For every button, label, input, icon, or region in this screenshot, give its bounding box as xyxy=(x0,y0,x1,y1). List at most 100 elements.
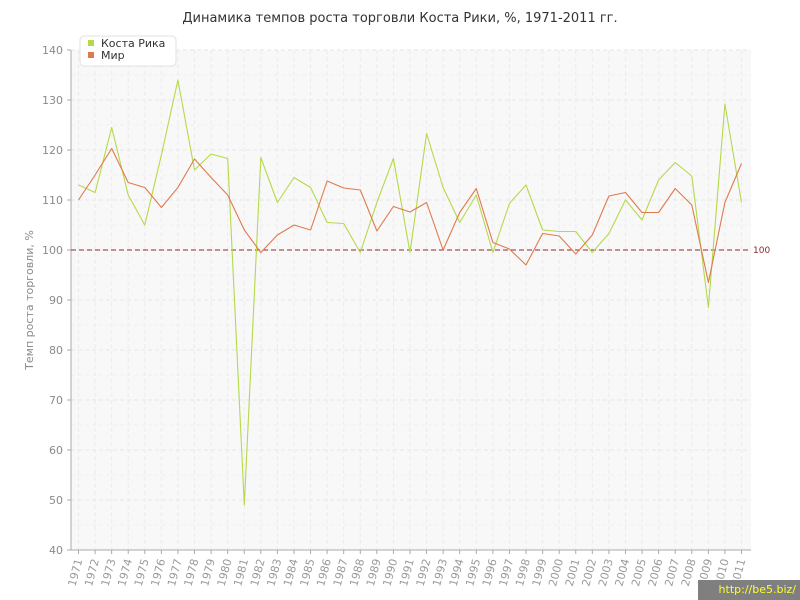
data-point[interactable] xyxy=(110,147,114,151)
data-point[interactable] xyxy=(126,193,130,197)
data-point[interactable] xyxy=(375,201,379,205)
y-tick-label: 110 xyxy=(42,194,63,207)
data-point[interactable] xyxy=(159,206,163,210)
data-point[interactable] xyxy=(491,241,495,245)
data-point[interactable] xyxy=(209,152,213,156)
data-point[interactable] xyxy=(640,211,644,215)
chart-title: Динамика темпов роста торговли Коста Рик… xyxy=(182,11,617,26)
data-point[interactable] xyxy=(143,186,147,190)
world-line[interactable] xyxy=(78,147,743,284)
data-point[interactable] xyxy=(507,202,511,206)
data-point[interactable] xyxy=(292,176,296,180)
data-point[interactable] xyxy=(690,203,694,207)
data-point[interactable] xyxy=(176,78,180,82)
y-tick-label: 40 xyxy=(49,544,63,557)
data-point[interactable] xyxy=(706,281,710,285)
data-point[interactable] xyxy=(441,186,445,190)
y-tick-label: 140 xyxy=(42,44,63,57)
data-point[interactable] xyxy=(541,232,545,236)
data-point[interactable] xyxy=(673,161,677,165)
y-axis-label: Темп роста торговли, % xyxy=(23,230,36,371)
data-point[interactable] xyxy=(159,153,163,157)
data-point[interactable] xyxy=(574,252,578,256)
data-point[interactable] xyxy=(342,222,346,226)
data-point[interactable] xyxy=(275,233,279,237)
data-point[interactable] xyxy=(408,251,412,255)
data-point[interactable] xyxy=(524,263,528,267)
data-point[interactable] xyxy=(673,187,677,191)
data-point[interactable] xyxy=(176,186,180,190)
data-point[interactable] xyxy=(93,191,97,195)
data-point[interactable] xyxy=(458,221,462,225)
data-point[interactable] xyxy=(226,193,230,197)
data-point[interactable] xyxy=(292,223,296,227)
data-point[interactable] xyxy=(110,126,114,130)
y-tick-label: 80 xyxy=(49,344,63,357)
data-point[interactable] xyxy=(524,183,528,187)
data-point[interactable] xyxy=(557,234,561,238)
data-point[interactable] xyxy=(375,229,379,233)
data-point[interactable] xyxy=(590,251,594,255)
data-point[interactable] xyxy=(740,162,744,166)
data-point[interactable] xyxy=(358,251,362,255)
reference-line-label: 100 xyxy=(753,246,770,256)
data-point[interactable] xyxy=(309,186,313,190)
data-point[interactable] xyxy=(358,188,362,192)
y-tick-label: 120 xyxy=(42,144,63,157)
data-point[interactable] xyxy=(690,174,694,178)
costa-rica-line[interactable] xyxy=(78,79,743,506)
legend-label-world[interactable]: Мир xyxy=(101,49,125,62)
data-point[interactable] xyxy=(143,223,147,227)
data-point[interactable] xyxy=(574,230,578,234)
data-point[interactable] xyxy=(259,156,263,160)
data-point[interactable] xyxy=(275,201,279,205)
data-point[interactable] xyxy=(706,306,710,310)
data-point[interactable] xyxy=(309,228,313,232)
legend[interactable]: Коста Рика Мир xyxy=(79,35,177,67)
data-point[interactable] xyxy=(723,102,727,106)
data-point[interactable] xyxy=(657,178,661,182)
data-point[interactable] xyxy=(607,194,611,198)
data-point[interactable] xyxy=(590,233,594,237)
data-point[interactable] xyxy=(458,211,462,215)
data-point[interactable] xyxy=(325,179,329,183)
data-point[interactable] xyxy=(193,157,197,161)
data-point[interactable] xyxy=(657,211,661,215)
data-point[interactable] xyxy=(325,221,329,225)
data-point[interactable] xyxy=(425,201,429,205)
data-point[interactable] xyxy=(242,228,246,232)
data-point[interactable] xyxy=(77,198,81,202)
data-point[interactable] xyxy=(607,232,611,236)
data-point[interactable] xyxy=(226,157,230,161)
data-point[interactable] xyxy=(640,218,644,222)
data-point[interactable] xyxy=(557,230,561,234)
data-point[interactable] xyxy=(623,198,627,202)
y-tick-label: 90 xyxy=(49,294,63,307)
data-point[interactable] xyxy=(441,248,445,252)
legend-swatch-costa-rica xyxy=(88,40,94,46)
data-point[interactable] xyxy=(541,228,545,232)
data-point[interactable] xyxy=(93,173,97,177)
data-point[interactable] xyxy=(723,201,727,205)
data-point[interactable] xyxy=(77,183,81,187)
y-tick-label: 130 xyxy=(42,94,63,107)
data-point[interactable] xyxy=(342,186,346,190)
data-point[interactable] xyxy=(408,210,412,214)
watermark-link[interactable]: http://be5.biz/ xyxy=(698,580,800,600)
data-point[interactable] xyxy=(425,132,429,136)
data-point[interactable] xyxy=(740,201,744,205)
data-point[interactable] xyxy=(209,176,213,180)
data-point[interactable] xyxy=(242,503,246,507)
legend-label-costa-rica[interactable]: Коста Рика xyxy=(101,37,165,50)
data-point[interactable] xyxy=(126,181,130,185)
data-point[interactable] xyxy=(623,191,627,195)
data-point[interactable] xyxy=(193,168,197,172)
data-point[interactable] xyxy=(391,157,395,161)
data-point[interactable] xyxy=(259,251,263,255)
data-point[interactable] xyxy=(391,205,395,209)
data-point[interactable] xyxy=(491,251,495,255)
data-point[interactable] xyxy=(507,247,511,251)
data-point[interactable] xyxy=(474,187,478,191)
y-tick-label: 100 xyxy=(42,244,63,257)
